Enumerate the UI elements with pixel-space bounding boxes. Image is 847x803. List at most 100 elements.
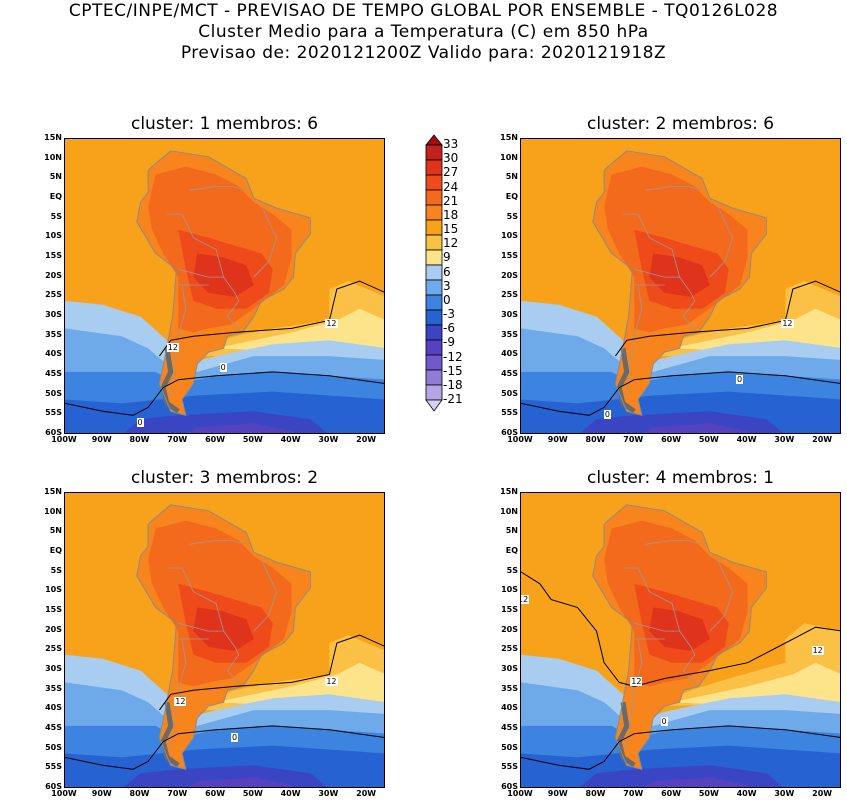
contour-label: 0 (219, 362, 227, 372)
lat-label: 5N (49, 526, 62, 536)
field-minus6 (579, 765, 784, 787)
lat-label: 50S (45, 388, 62, 398)
colorbar-box (425, 219, 443, 236)
lon-label: 70W (167, 435, 188, 444)
colorbar-box (425, 369, 443, 386)
lon-label: 30W (318, 435, 339, 444)
lat-label: 40S (501, 703, 518, 713)
lat-label: 20S (45, 624, 62, 634)
lon-label: 70W (167, 789, 188, 798)
lon-label: 100W (507, 435, 533, 444)
colorbar-box (425, 174, 443, 191)
lat-label: 25S (501, 290, 518, 300)
contour-12 (158, 280, 384, 357)
lat-label: 40S (45, 703, 62, 713)
border-2 (623, 567, 680, 632)
colorbar-level: 24 (443, 179, 459, 194)
border-3 (189, 186, 247, 191)
border-1 (634, 268, 699, 333)
lat-label: 45S (501, 723, 518, 732)
map-panel-4: 12 12 12 0 (520, 492, 841, 788)
contour-label: 12 (781, 319, 794, 329)
header-line-2: Cluster Medio para a Temperatura (C) em … (198, 22, 649, 42)
field-15 (521, 139, 840, 183)
lat-label: EQ (505, 192, 518, 201)
lat-label: EQ (49, 192, 62, 201)
lat-label: 25S (501, 644, 518, 654)
lat-label: 10N (500, 506, 518, 516)
contour-12 (521, 571, 840, 687)
lat-label: 10N (500, 152, 518, 162)
lat-label: 50S (501, 742, 518, 752)
border-6 (709, 205, 733, 278)
lon-label: 40W (280, 435, 301, 444)
lon-label: 20W (812, 435, 833, 444)
contour-label: 0 (736, 374, 744, 384)
lat-label: 60S (45, 428, 62, 437)
map-svg-4 (521, 493, 840, 787)
contour-12 (614, 280, 840, 357)
land-27-30 (193, 607, 254, 651)
coastline (592, 504, 767, 770)
colorbar-level: -18 (443, 377, 463, 392)
lon-label: 90W (91, 789, 112, 798)
colorbar-top-arrow (425, 134, 443, 146)
border-3 (645, 186, 703, 191)
lon-label: 80W (129, 435, 150, 444)
lon-label: 50W (698, 789, 719, 798)
lon-label: 50W (242, 435, 263, 444)
contour-label: 12 (811, 645, 824, 655)
map-panel-1: 12 12 0 0 (64, 138, 385, 434)
lat-label: 5S (50, 211, 62, 221)
lat-label: 45S (45, 723, 62, 732)
lat-label: 20S (501, 270, 518, 280)
border-6 (709, 559, 733, 632)
panel-4-title: cluster: 4 membros: 1 (586, 468, 775, 488)
lat-label: 55S (501, 762, 518, 772)
field-minus9 (188, 777, 292, 787)
contour-label: 12 (521, 594, 530, 604)
lon-label: 90W (547, 789, 568, 798)
lat-label: 55S (45, 762, 62, 772)
lon-label: 60W (661, 435, 682, 444)
panel-3-title: cluster: 3 membros: 2 (130, 468, 319, 488)
contour-label: 0 (230, 732, 239, 742)
colorbar-box (425, 279, 443, 296)
colorbar-level: 33 (443, 137, 459, 151)
field-15 (65, 493, 384, 537)
contour-label: 12 (325, 677, 338, 687)
colorbar-level: 18 (443, 207, 459, 222)
lat-label: 35S (501, 683, 518, 693)
border-1 (634, 622, 699, 687)
lat-label: 50S (45, 742, 62, 752)
lat-label: 45S (45, 369, 62, 378)
lon-label: 70W (623, 435, 644, 444)
lat-label: 5S (506, 211, 518, 221)
lon-label: 20W (356, 789, 377, 798)
lon-label: 80W (585, 789, 606, 798)
coastline (136, 150, 311, 416)
lon-label: 100W (507, 789, 533, 798)
colorbar-box (425, 354, 443, 371)
lon-label: 60W (205, 789, 226, 798)
lat-label: 30S (501, 310, 518, 319)
colorbar-box (425, 384, 443, 401)
lat-label: 15S (45, 605, 62, 614)
lon-label: 30W (774, 435, 795, 444)
lat-label: EQ (505, 546, 518, 555)
colorbar-box (425, 264, 443, 281)
lat-label: 15S (45, 251, 62, 260)
lat-label: 50S (501, 388, 518, 398)
lat-label: 20S (45, 270, 62, 280)
lat-label: 15N (500, 133, 518, 142)
field-15 (521, 493, 840, 537)
border-5 (170, 638, 187, 750)
lat-label: 10S (45, 585, 62, 595)
colorbar-box (425, 234, 443, 251)
lon-label: 70W (623, 789, 644, 798)
lat-label: 15N (500, 487, 518, 496)
lat-label: 15S (501, 251, 518, 260)
header-line-1: CPTEC/INPE/MCT - PREVISAO DE TEMPO GLOBA… (68, 1, 779, 21)
lon-label: 40W (736, 789, 757, 798)
border-5 (626, 284, 643, 396)
